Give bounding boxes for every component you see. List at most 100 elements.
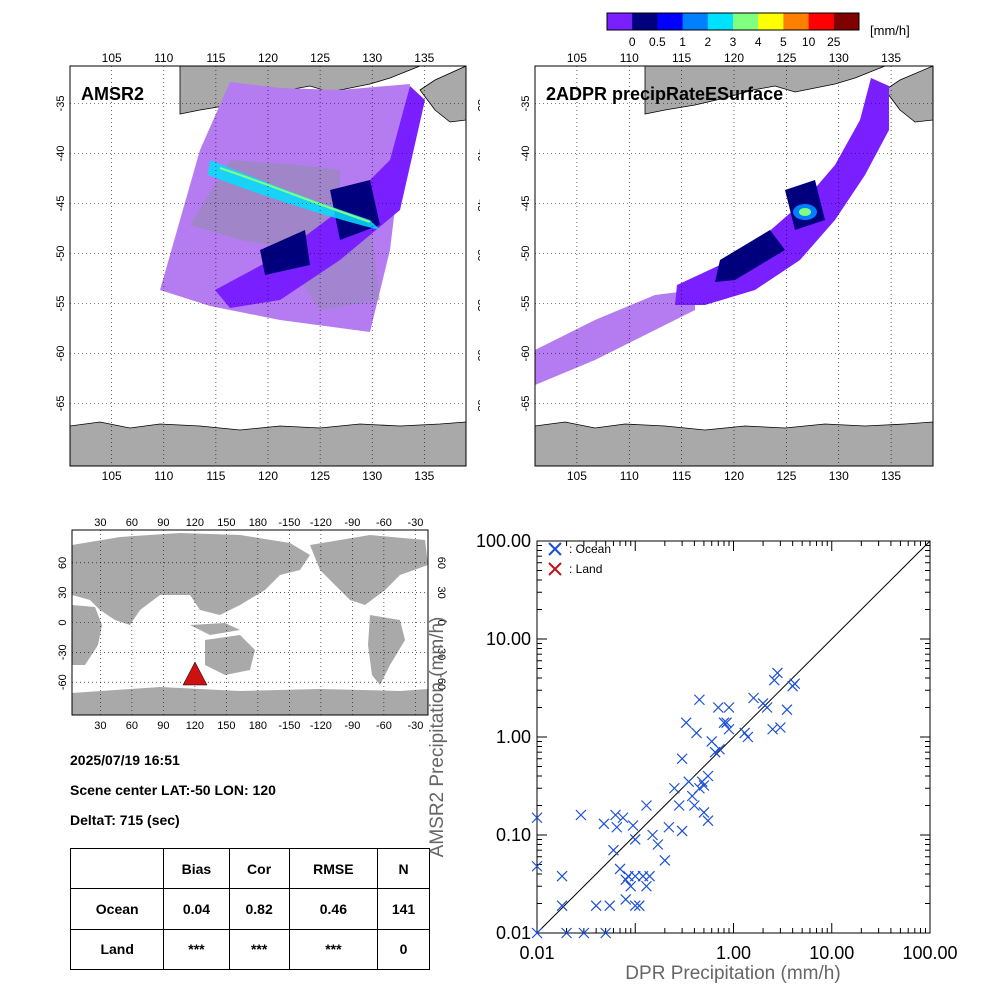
map-amsr2: 105 105 110 110 115 115 120 120 125 125 130 130 135 1… [55,51,480,483]
scatter-plot: 0.01 1.00 10.00 100.00 0.01 0.10 1.00 10.00 100.… [427,531,958,984]
scatter-point-ocean [578,927,590,939]
world-lon-tick-top: -60 [376,517,392,529]
lon-tick-label-bottom: 130 [362,469,382,483]
scatter-point-ocean [644,870,656,882]
scene-delta-t: DeltaT: 715 (sec) [70,812,180,828]
lon-tick-label-bottom: 110 [154,469,173,483]
stats-header-cell: Cor [228,847,290,890]
world-lat-tick-left: 0 [57,619,69,625]
world-lon-tick-bottom: 30 [94,720,106,732]
scatter-point-ocean [629,870,641,882]
one-to-one-line [536,540,931,934]
lat-tick-label-right: -40 [475,146,480,162]
lat-tick-label-left: -55 [520,296,532,312]
world-lon-tick-top: -90 [344,517,360,529]
scatter-point-ocean [676,753,688,765]
lon-tick-label-bottom: 105 [102,469,122,483]
lon-tick-label-top: 135 [881,51,901,65]
lon-tick-label-bottom: 120 [724,469,744,483]
world-lon-tick-bottom: 180 [249,720,267,732]
scatter-point-ocean [673,800,685,811]
stats-header-cell: Bias [163,847,230,890]
lon-tick-label-bottom: 120 [258,469,278,483]
world-lon-tick-bottom: -60 [376,720,392,732]
scatter-point-ocean [668,782,680,794]
world-lon-tick-bottom: 150 [217,720,235,732]
scatter-point-ocean [774,722,786,733]
x-axis-label: DPR Precipitation (mm/h) [625,963,840,984]
colorbar: 0 0.5 1 2 3 4 5 10 25 [mm/h] [606,12,910,49]
colorbar-cell [657,13,684,30]
lat-tick-label-left: -65 [55,396,67,412]
colorbar-tick-label: 10 [802,35,816,49]
stats-cell: 0 [377,928,430,971]
scatter-point-ocean [659,855,671,866]
world-lon-tick-top: 150 [217,517,235,529]
scatter-point-ocean [617,812,629,824]
world-lon-tick-top: -150 [278,517,300,529]
scatter-point-ocean [633,900,645,912]
colorbar-cell [682,13,709,30]
north-america-landmass [310,535,428,605]
colorbar-cell [707,13,734,30]
indonesia-landmass [190,623,240,635]
world-lat-tick-left: -60 [57,674,69,690]
scatter-point-ocean [742,731,754,743]
world-lon-tick-top: 90 [157,517,169,529]
lat-tick-label-left: -60 [55,346,67,362]
world-lon-tick-bottom: 120 [186,720,204,732]
scatter-point-ocean [620,894,632,905]
scatter-point-ocean [608,844,619,856]
lat-tick-label-left: -40 [520,146,532,162]
scatter-point-ocean [721,717,732,729]
y-tick-label: 1.00 [496,727,531,747]
scatter-point-ocean [748,692,759,704]
colorbar-tick-label: 25 [827,35,841,49]
lon-tick-label-bottom: 115 [206,469,225,483]
scatter-point-ocean [652,839,664,850]
colorbar-cell [733,13,759,30]
world-lat-tick-right: -30 [435,644,447,660]
dpr-swath-overlay [215,86,425,308]
y-tick-label: 0.01 [496,923,531,943]
stats-header-cell: N [377,847,430,890]
lon-tick-label-top: 125 [310,51,330,65]
scatter-point-ocean [604,900,616,912]
legend-entry: : Ocean [548,542,611,556]
scatter-point-ocean [772,667,783,679]
colorbar-tick-label: 0.5 [649,35,666,49]
scatter-point-ocean [688,800,700,811]
scatter-point-ocean [531,927,543,939]
scatter-point-ocean [676,825,688,837]
scatter-point-ocean [723,723,735,735]
tasmania-landmass [884,66,933,123]
lon-tick-label-bottom: 135 [881,469,901,483]
lat-tick-label-right: -55 [475,296,480,312]
scatter-point-ocean [556,870,568,882]
stats-cell: *** [228,928,290,971]
world-lat-tick-right: -60 [435,674,447,690]
scatter-point-ocean [600,927,612,939]
stats-cell: *** [163,928,230,971]
stats-cell: 0.46 [288,888,379,930]
legend-label: : Land [569,562,602,576]
scatter-point-ocean [531,860,543,872]
scatter-point-ocean [611,821,623,833]
colorbar-tick-label: 5 [780,35,787,49]
stats-header-cell [69,847,165,890]
antarctica-landmass [72,687,428,715]
scatter-point-ocean [789,678,801,690]
south-america-landmass [368,615,405,685]
lat-tick-label-right: -65 [942,396,945,412]
y-tick-label: 100.00 [476,531,531,551]
world-lat-tick-left: 60 [57,557,69,569]
stats-header-row: Bias Cor RMSE N [69,847,430,890]
lon-tick-label-top: 135 [414,51,434,65]
scatter-point-ocean [663,821,675,833]
eurasia-landmass [72,533,310,625]
lat-tick-label-left: -45 [55,196,67,212]
lon-tick-label-top: 105 [567,51,587,65]
world-lon-tick-top: 120 [186,517,204,529]
lon-tick-label-bottom: 125 [776,469,796,483]
scatter-point-ocean [702,770,714,782]
